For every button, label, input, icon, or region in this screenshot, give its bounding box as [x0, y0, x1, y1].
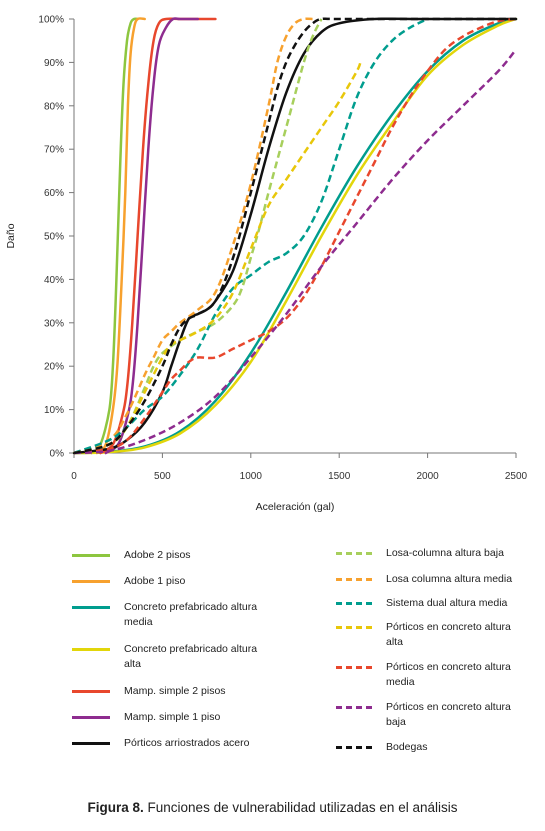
caption-text: Funciones de vulnerabilidad utilizadas e… [143, 800, 458, 815]
series-line-adobe-2-pisos [90, 17, 139, 455]
y-tick-label: 10% [44, 405, 64, 416]
legend-label: Losa-columna altura baja [386, 547, 504, 559]
x-axis-title: Aceleración (gal) [256, 501, 335, 513]
x-tick-label: 1500 [328, 471, 351, 482]
legend-item-concreto-prefabricado-altura-media: Concreto prefabricado altura media [72, 600, 264, 630]
x-tick-label: 1000 [240, 471, 263, 482]
y-tick-label: 30% [44, 318, 64, 329]
legend-item-bodegas: Bodegas [336, 740, 526, 755]
line-chart: 0% 10% 20% 30% 40% 50% 60% 70% 80% 90% 100% 0 500 100… [5, 15, 528, 514]
y-tick-label: 50% [44, 232, 64, 243]
series-layer [72, 17, 518, 455]
series-line-losa-columna-altura-baja [73, 18, 323, 455]
legend-label: Adobe 1 piso [124, 575, 186, 587]
legend-label: Mamp. simple 1 piso [124, 711, 221, 723]
legend-label: Pórticos en concreto altura media [386, 661, 511, 688]
legend-item-mamp-simple-2-pisos: Mamp. simple 2 pisos [72, 684, 264, 699]
legend-item-sistema-dual-altura-media: Sistema dual altura media [336, 596, 526, 611]
axes: 0% 10% 20% 30% 40% 50% 60% 70% 80% 90% 100% 0 500 100… [38, 15, 527, 483]
legend-label: Pórticos en concreto altura baja [386, 701, 511, 728]
legend-label: Losa columna altura media [386, 573, 513, 585]
legend-item-porticos-en-concreto-altura-media: Pórticos en concreto altura media [336, 660, 526, 690]
legend-swatch [72, 580, 110, 583]
figure-caption: Figura 8. Funciones de vulnerabilidad ut… [0, 800, 545, 815]
legend-swatch [336, 602, 372, 605]
legend-item-adobe-2-pisos: Adobe 2 pisos [72, 548, 264, 563]
series-line-mamp-simple-1-piso [104, 17, 200, 455]
legend-item-porticos-arriostrados-acero: Pórticos arriostrados acero [72, 736, 264, 751]
legend-label: Sistema dual altura media [386, 597, 508, 609]
legend-swatch [72, 742, 110, 745]
x-tick-label: 2500 [505, 471, 528, 482]
legend-swatch [72, 606, 110, 609]
legend-swatch [336, 626, 372, 629]
legend-swatch [72, 648, 110, 651]
legend-item-porticos-en-concreto-altura-baja: Pórticos en concreto altura baja [336, 700, 526, 730]
y-tick-label: 70% [44, 145, 64, 156]
legend-swatch [336, 552, 372, 555]
legend-label: Adobe 2 pisos [124, 549, 191, 561]
legend-item-losa-columna-altura-media: Losa columna altura media [336, 572, 526, 587]
legend-swatch [336, 706, 372, 709]
y-tick-label: 60% [44, 188, 64, 199]
legend-label: Concreto prefabricado altura media [124, 601, 258, 628]
series-line-concreto-prefabricado-altura-alta [72, 17, 518, 455]
y-tick-label: 100% [38, 15, 64, 26]
x-tick-label: 500 [154, 471, 171, 482]
y-tick-label: 80% [44, 101, 64, 112]
x-tick-label: 0 [71, 471, 77, 482]
legend-item-concreto-prefabricado-altura-alta: Concreto prefabricado altura alta [72, 642, 264, 672]
legend-swatch [72, 554, 110, 557]
legend-label: Pórticos arriostrados acero [124, 737, 250, 749]
legend-label: Bodegas [386, 741, 428, 753]
legend-label: Pórticos en concreto altura alta [386, 621, 511, 648]
y-tick-label: 90% [44, 58, 64, 69]
legend-swatch [72, 690, 110, 693]
legend-swatch [336, 666, 372, 669]
legend-item-mamp-simple-1-piso: Mamp. simple 1 piso [72, 710, 264, 725]
legend-label: Concreto prefabricado altura alta [124, 643, 258, 670]
y-tick-label: 0% [50, 449, 65, 460]
series-line-mamp-simple-2-pisos [99, 17, 217, 455]
series-line-porticos-en-concreto-altura-media [73, 17, 517, 455]
legend-swatch [336, 578, 372, 581]
legend-swatch [336, 746, 372, 749]
series-line-adobe-1-piso [95, 17, 146, 455]
series-line-porticos-en-concreto-altura-baja [73, 48, 517, 455]
y-axis-title: Daño [5, 223, 17, 248]
y-tick-label: 40% [44, 275, 64, 286]
x-tick-label: 2000 [416, 471, 439, 482]
series-line-porticos-en-concreto-altura-alta [73, 61, 362, 455]
legend-item-porticos-en-concreto-altura-alta: Pórticos en concreto altura alta [336, 620, 526, 650]
legend-item-adobe-1-piso: Adobe 1 piso [72, 574, 264, 589]
legend-item-losa-columna-altura-baja: Losa-columna altura baja [336, 546, 526, 561]
caption-label: Figura 8. [87, 800, 144, 815]
legend-label: Mamp. simple 2 pisos [124, 685, 226, 697]
legend-swatch [72, 716, 110, 719]
series-line-losa-columna-altura-media [73, 17, 313, 455]
series-line-sistema-dual-altura-media [73, 17, 429, 455]
y-tick-label: 20% [44, 362, 64, 373]
